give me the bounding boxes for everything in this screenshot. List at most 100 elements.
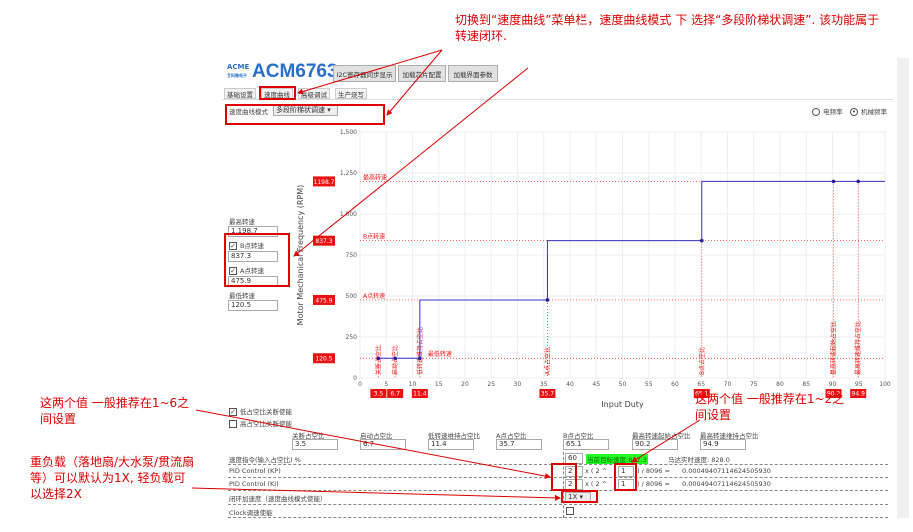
check-label: 低占空比关断使能 xyxy=(240,408,292,416)
h-ref-badge xyxy=(313,353,335,364)
highlight-ab-speed xyxy=(224,233,290,287)
annotation-top: 切换到“速度曲线”菜单栏，速度曲线模式 下 选择“多段阶梯状调速”. 该功能属于… xyxy=(455,13,880,43)
b-speed-input[interactable]: 837.3 xyxy=(228,251,278,262)
x-tick-label: 45 xyxy=(592,381,600,388)
x-tick-label: 60 xyxy=(671,381,679,388)
ki-div: ) / 8096 = xyxy=(637,480,670,488)
checkbox-checked-icon[interactable]: ✓ xyxy=(229,267,237,275)
check-label: 高占空比关断使能 xyxy=(240,420,292,428)
v-ref-text: 最高转速起始占空比 xyxy=(830,321,838,375)
curve-point xyxy=(418,356,422,361)
clock-label: Clock调速使能 xyxy=(229,509,273,517)
highlight-accel xyxy=(561,490,598,503)
x-tick-label: 70 xyxy=(724,381,732,388)
v-ref-badge xyxy=(411,389,428,398)
radio-mechanical[interactable]: • 机械频率 xyxy=(850,106,887,116)
v-ref-badge xyxy=(387,389,404,398)
a-speed-check[interactable]: ✓ A点转速 xyxy=(229,265,264,275)
radio-label: 电频率 xyxy=(823,108,843,116)
row-divider xyxy=(228,504,888,505)
h-ref-badge xyxy=(313,294,335,305)
min-speed-input[interactable]: 120.5 xyxy=(228,300,278,311)
tab-basic[interactable]: 基础设置 xyxy=(224,88,256,99)
real-speed: 马达实时速度: 828.0 xyxy=(668,456,730,464)
duty-input[interactable]: 6.7 xyxy=(360,439,406,450)
radio-icon-checked[interactable]: • xyxy=(850,108,858,116)
v-ref-text: B点占空比 xyxy=(698,347,706,375)
checkbox-icon[interactable] xyxy=(229,420,237,428)
checkbox-icon[interactable] xyxy=(566,507,574,515)
kp-input[interactable]: 2 xyxy=(565,466,583,477)
annotation-pid-exp: 这两个值 一般推荐在1~2之间设置 xyxy=(695,392,845,422)
radio-icon[interactable] xyxy=(812,108,820,116)
low-duty-off-check[interactable]: ✓ 低占空比关断使能 xyxy=(229,406,292,416)
duty-input[interactable]: 11.4 xyxy=(428,439,474,450)
duty-input[interactable]: 94.9 xyxy=(700,439,746,450)
ki-label: PID Control (KI) xyxy=(229,480,279,488)
kp-result: 0.00049407114624505930 xyxy=(682,467,771,475)
max-speed-label: 最高转速 xyxy=(229,218,255,226)
a-speed-label: A点转速 xyxy=(240,267,264,275)
v-ref-text: 最高转速维持占空比 xyxy=(854,321,862,375)
duty-input[interactable]: 3.5 xyxy=(292,439,338,450)
v-ref-badge xyxy=(693,389,710,398)
acme-logo: ACME 艾科微电子 xyxy=(227,63,249,80)
v-ref-badge xyxy=(539,389,556,398)
duty-input[interactable]: 65.1 xyxy=(563,439,609,450)
y-tick-label: 1,000 xyxy=(340,211,357,218)
y-tick-label: 250 xyxy=(346,334,358,341)
x-tick-label: 95 xyxy=(855,381,863,388)
max-speed-input[interactable]: 1,198.7 xyxy=(228,226,278,237)
ki-mul: x ( 2 ^ xyxy=(585,480,608,488)
b-speed-check[interactable]: ✓ B点转速 xyxy=(229,240,264,250)
kp-exp-input[interactable]: 1 xyxy=(618,466,634,477)
curve-point xyxy=(545,298,550,302)
high-duty-off-check[interactable]: 高占空比关断使能 xyxy=(229,418,292,428)
checkbox-checked-icon[interactable]: ✓ xyxy=(229,408,237,416)
clock-check[interactable] xyxy=(566,507,577,515)
x-tick-label: 5 xyxy=(384,381,388,388)
v-ref-text: A点占空比 xyxy=(543,347,551,375)
column-divider xyxy=(563,452,564,518)
scrollbar[interactable] xyxy=(897,58,909,518)
v-ref-badge xyxy=(825,389,842,398)
x-tick-label: 40 xyxy=(566,381,574,388)
checkbox-checked-icon[interactable]: ✓ xyxy=(229,242,237,250)
h-ref-value: 120.5 xyxy=(315,356,332,363)
h-ref-text: A点转速 xyxy=(363,292,385,300)
curve-point xyxy=(856,179,861,184)
logo-subtext: 艾科微电子 xyxy=(227,73,247,78)
highlight-pid-exp xyxy=(614,463,637,491)
h-ref-value: 837.3 xyxy=(315,238,332,245)
annotation-load: 重负载（落地扇/大水泵/贯流扇等）可以默认为1X, 轻负载可以选择2X xyxy=(30,455,195,501)
curve-point xyxy=(393,356,397,361)
h-ref-text: 最低转速 xyxy=(428,350,452,358)
curve-point xyxy=(699,238,704,243)
v-ref-value: 35.7 xyxy=(541,391,555,398)
y-axis-label: Motor Mechanical Frequency (RPM) xyxy=(296,185,305,326)
radio-electrical[interactable]: 电频率 xyxy=(812,106,843,116)
curve-point xyxy=(831,179,836,184)
x-tick-label: 80 xyxy=(776,381,784,388)
y-tick-label: 750 xyxy=(346,252,358,259)
duty-input[interactable]: 90.2 xyxy=(632,439,678,450)
duty-input[interactable]: 35.7 xyxy=(496,439,542,450)
x-tick-label: 55 xyxy=(645,381,653,388)
y-tick-label: 1,500 xyxy=(340,129,357,136)
accel-value: 1X xyxy=(568,493,578,501)
row-divider xyxy=(228,477,888,478)
annotation-pid-base: 这两个值 一般推荐在1~6之间设置 xyxy=(40,396,190,426)
y-tick-label: 1,250 xyxy=(340,170,357,177)
v-ref-badge xyxy=(370,389,387,398)
v-ref-value: 11.4 xyxy=(413,391,427,398)
h-ref-text: B点转速 xyxy=(363,233,385,241)
h-ref-value: 1198.7 xyxy=(314,179,335,186)
v-ref-value: 6.7 xyxy=(390,391,400,398)
min-speed-label: 最低转速 xyxy=(229,292,255,300)
b-speed-label: B点转速 xyxy=(240,242,264,250)
x-tick-label: 90 xyxy=(829,381,837,388)
h-ref-text: 最高转速 xyxy=(363,173,387,181)
x-tick-label: 85 xyxy=(802,381,810,388)
target-speed-label: 当前目标速度: xyxy=(587,456,629,464)
